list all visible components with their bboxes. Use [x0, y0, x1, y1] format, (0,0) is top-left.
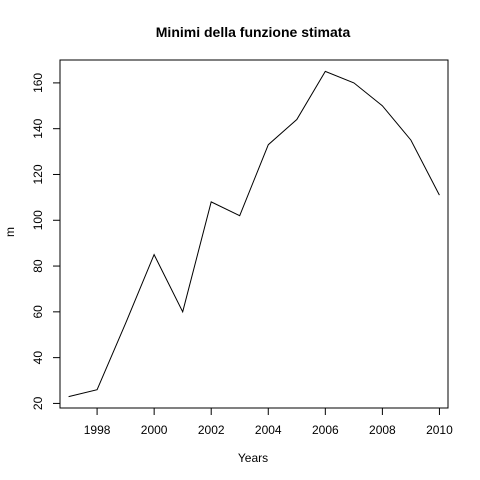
- x-axis-label: Years: [238, 451, 268, 465]
- chart-title: Minimi della funzione stimata: [156, 24, 351, 40]
- x-tick-label: 2004: [255, 423, 282, 437]
- y-axis: 20 40 60 80 100 120 140 160: [31, 73, 60, 410]
- y-tick-label: 80: [31, 259, 45, 273]
- y-tick-label: 60: [31, 305, 45, 319]
- x-axis: 1998 2000 2002 2004 2006 2008 2010: [84, 408, 453, 437]
- y-tick-label: 160: [31, 73, 45, 93]
- y-tick-label: 100: [31, 210, 45, 230]
- x-tick-label: 1998: [84, 423, 111, 437]
- series-layer: [68, 70, 440, 398]
- x-tick-label: 2000: [141, 423, 168, 437]
- y-tick-label: 120: [31, 164, 45, 184]
- y-tick-label: 20: [31, 396, 45, 410]
- x-tick-label: 2006: [312, 423, 339, 437]
- x-tick-label: 2010: [426, 423, 453, 437]
- y-tick-label: 140: [31, 118, 45, 138]
- x-tick-label: 2002: [198, 423, 225, 437]
- series-line: [68, 70, 440, 398]
- plot-frame: [59, 59, 449, 409]
- y-axis-label: m: [3, 227, 17, 237]
- y-tick-label: 40: [31, 351, 45, 365]
- x-tick-label: 2008: [369, 423, 396, 437]
